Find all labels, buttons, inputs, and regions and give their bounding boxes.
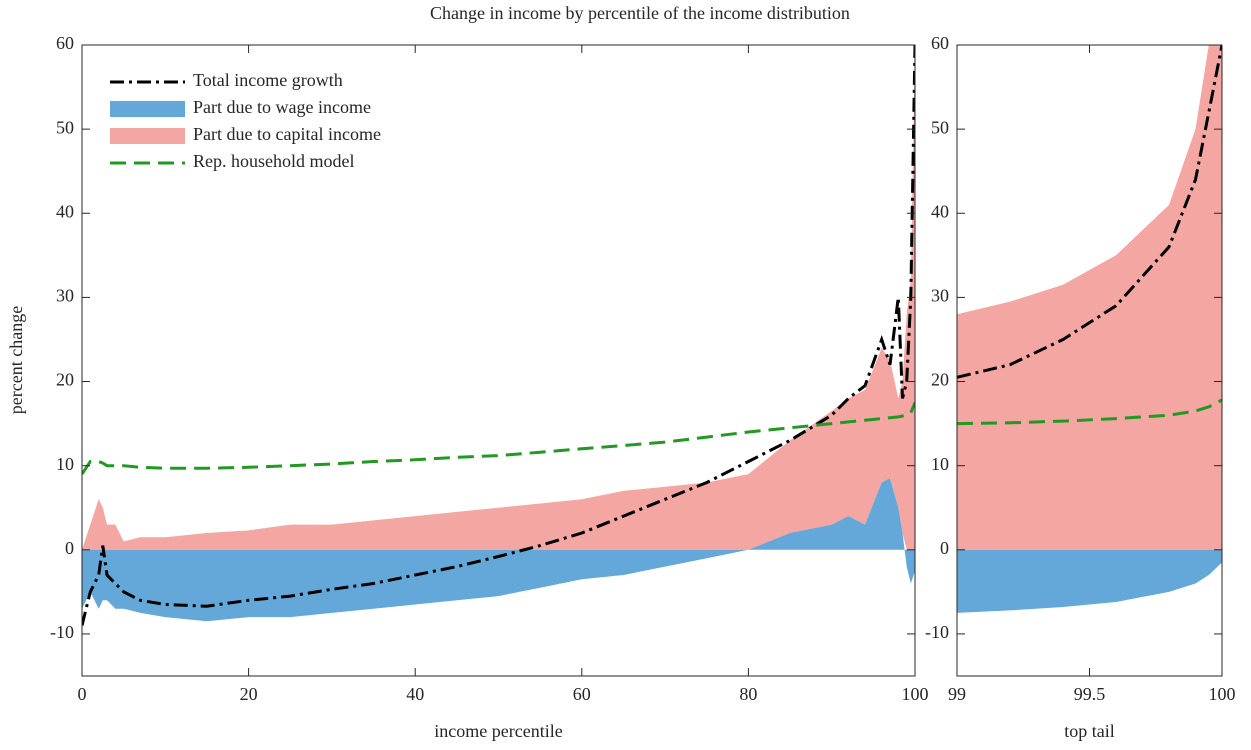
y-tick-label: 50 — [56, 117, 74, 137]
x-axis-label: top tail — [1064, 721, 1115, 741]
x-tick-label: 99 — [948, 684, 966, 704]
plot-area — [957, 45, 1222, 613]
chart-title: Change in income by percentile of the in… — [430, 3, 850, 23]
y-tick-label: 30 — [931, 286, 949, 306]
legend-label: Rep. household model — [193, 151, 354, 171]
x-tick-label: 99.5 — [1074, 684, 1106, 704]
y-axis-label: percent change — [6, 306, 26, 414]
y-tick-label: 0 — [65, 538, 74, 558]
capital-area — [957, 45, 1222, 550]
y-tick-label: 10 — [56, 454, 74, 474]
y-tick-label: 60 — [931, 33, 949, 53]
y-tick-label: 30 — [56, 286, 74, 306]
axes-frame — [81, 44, 916, 677]
y-tick-label: 10 — [931, 454, 949, 474]
plot-area — [82, 45, 915, 626]
series-line — [957, 398, 1222, 426]
wage-area — [82, 478, 915, 622]
y-tick-label: 20 — [56, 370, 74, 390]
x-tick-label: 20 — [240, 684, 258, 704]
legend-label: Part due to wage income — [193, 97, 371, 117]
legend-label: Total income growth — [193, 70, 343, 90]
x-tick-label: 60 — [573, 684, 591, 704]
y-tick-label: 60 — [56, 33, 74, 53]
wage-area — [957, 549, 1222, 613]
series-line — [82, 402, 915, 475]
x-tick-label: 0 — [78, 684, 87, 704]
legend-label: Part due to capital income — [193, 124, 381, 144]
y-tick-label: 0 — [940, 538, 949, 558]
capital-area — [82, 45, 915, 550]
x-axis-label: income percentile — [434, 721, 562, 741]
x-tick-label: 100 — [1209, 684, 1236, 704]
x-tick-label: 80 — [739, 684, 757, 704]
x-tick-label: 40 — [406, 684, 424, 704]
y-tick-label: 20 — [931, 370, 949, 390]
y-tick-label: 50 — [931, 117, 949, 137]
y-tick-label: -10 — [50, 622, 74, 642]
y-tick-label: 40 — [56, 201, 74, 221]
y-tick-label: 40 — [931, 201, 949, 221]
x-tick-label: 100 — [902, 684, 929, 704]
y-tick-label: -10 — [925, 622, 949, 642]
legend-swatch — [110, 101, 185, 117]
legend-swatch — [110, 128, 185, 144]
series-line — [957, 45, 1222, 379]
